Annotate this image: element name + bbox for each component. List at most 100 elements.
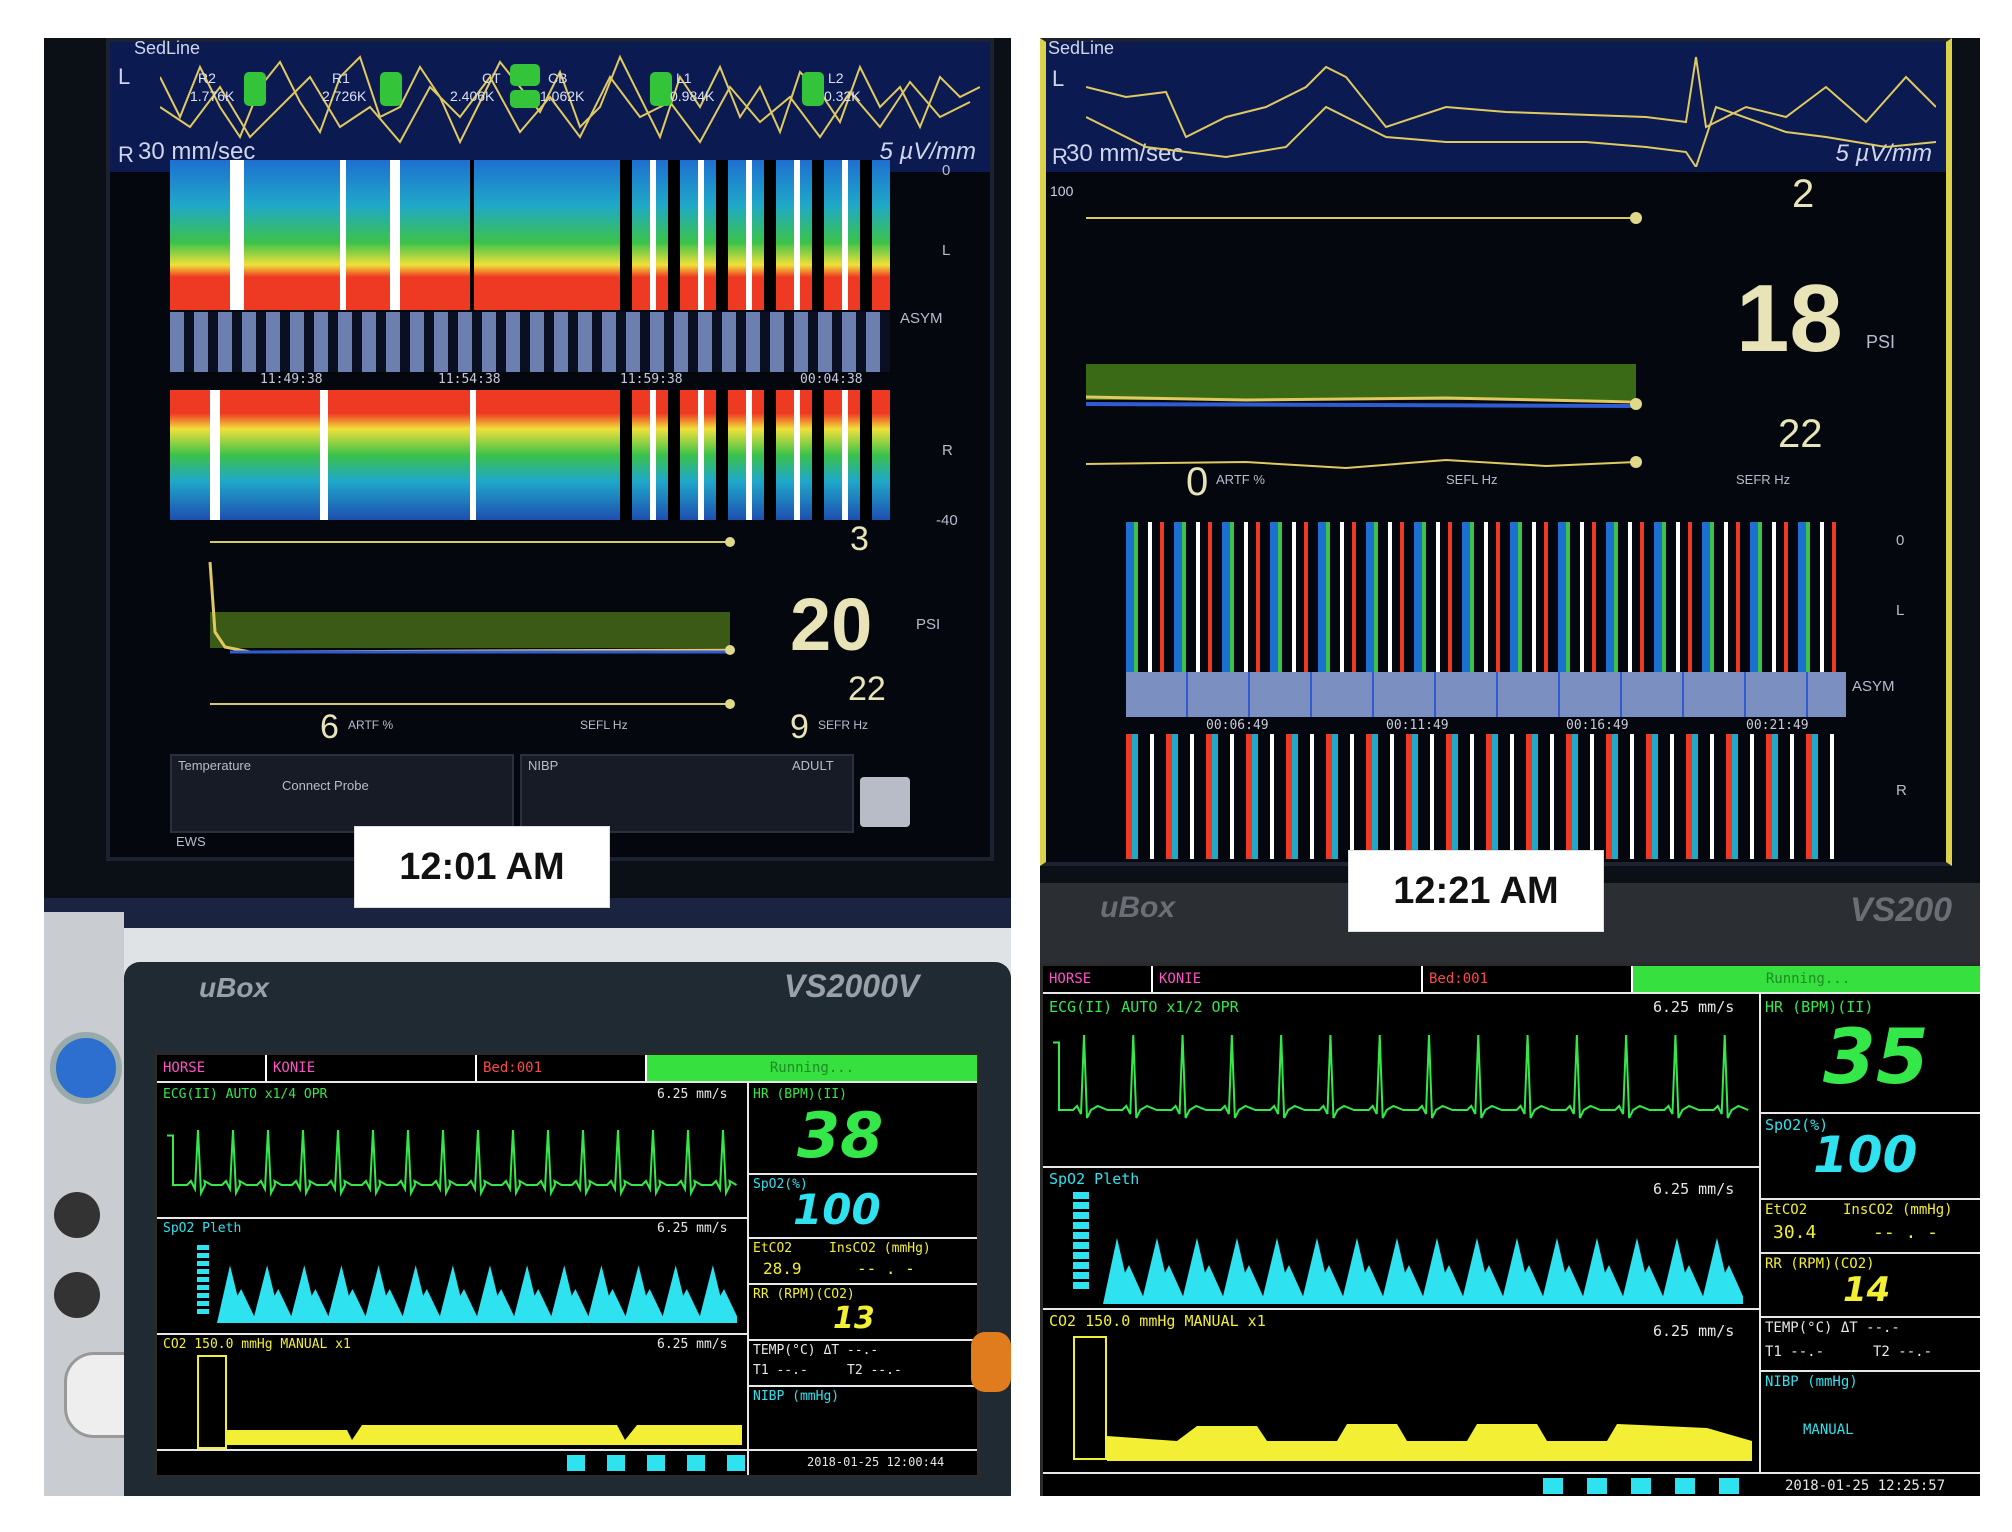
ews-label: EWS bbox=[176, 834, 206, 849]
impedance-cb-name: CB bbox=[548, 70, 568, 86]
impedance-ct-name: CT bbox=[482, 70, 501, 86]
dsa-spectrogram-right bbox=[1126, 734, 1846, 859]
impedance-l1-name: L1 bbox=[676, 70, 692, 86]
asym-bar bbox=[170, 312, 890, 372]
sedline-title: SedLine bbox=[1048, 38, 1115, 58]
asym-bar bbox=[1126, 672, 1846, 717]
temp-label: TEMP(°C) ΔT --.- bbox=[1765, 1320, 1900, 1336]
pleth-bar-graph bbox=[197, 1245, 209, 1315]
patient-name: KONIE bbox=[1153, 966, 1423, 992]
orange-clip bbox=[971, 1332, 1011, 1392]
sedline-monitor: SedLine L R 30 mm/sec 5 µV/mm R2 1.776K … bbox=[106, 38, 994, 861]
nibp-start-button[interactable] bbox=[860, 777, 910, 827]
co2-label: CO2 150.0 mmHg MANUAL x1 bbox=[163, 1337, 351, 1352]
time-label-left: 12:01 AM bbox=[354, 826, 610, 908]
psi-trend-graph bbox=[208, 537, 735, 709]
psi-trend-graph: 100 bbox=[1050, 183, 1642, 470]
artf-unit: ARTF % bbox=[348, 718, 394, 732]
ecg-speed: 6.25 mm/s bbox=[657, 1087, 728, 1102]
co2-waveform bbox=[1107, 1424, 1752, 1461]
emg-value: 3 bbox=[850, 520, 869, 558]
impedance-cb-indicator bbox=[510, 90, 540, 108]
toolbar-icons[interactable] bbox=[1543, 1478, 1763, 1494]
sefl-unit: SEFL Hz bbox=[580, 718, 628, 732]
impedance-r1-indicator bbox=[380, 72, 402, 106]
spectral-scale-top: 0 bbox=[942, 162, 951, 179]
connect-probe-text: Connect Probe bbox=[282, 778, 369, 793]
eeg-left-marker: L bbox=[1052, 66, 1065, 91]
nibp-mode: MANUAL bbox=[1803, 1422, 1854, 1438]
spectral-right-label: R bbox=[942, 442, 953, 459]
impedance-l2-name: L2 bbox=[828, 70, 844, 86]
pleth-label: SpO2 Pleth bbox=[1049, 1170, 1140, 1188]
spectral-right-label: R bbox=[1896, 782, 1907, 799]
spectral-left-label: L bbox=[942, 242, 951, 259]
timestamp-2: 11:54:38 bbox=[438, 372, 501, 387]
eeg-left-marker: L bbox=[118, 64, 131, 89]
timestamp-4: 00:21:49 bbox=[1746, 718, 1809, 733]
timestamp-3: 11:59:38 bbox=[620, 372, 683, 387]
patient-name: KONIE bbox=[267, 1055, 477, 1081]
spectral-scale-top: 0 bbox=[1896, 532, 1905, 549]
co2-bar-graph bbox=[197, 1355, 227, 1449]
impedance-ct-indicator bbox=[510, 64, 540, 86]
co2-speed: 6.25 mm/s bbox=[1653, 1322, 1735, 1340]
nibp-tile-label: NIBP bbox=[528, 758, 559, 773]
asym-label: ASYM bbox=[1852, 678, 1895, 695]
dsa-spectrogram-left bbox=[1126, 522, 1846, 672]
spectral-scale-bottom: -40 bbox=[936, 512, 958, 529]
impedance-l1-indicator bbox=[650, 72, 672, 106]
nibp-tile[interactable]: NIBP ADULT bbox=[520, 754, 854, 833]
co2-speed: 6.25 mm/s bbox=[657, 1337, 728, 1352]
pleth-speed: 6.25 mm/s bbox=[657, 1221, 728, 1236]
impedance-r2-value: 1.776K bbox=[190, 88, 235, 104]
temp-label: TEMP(°C) ΔT --.- bbox=[753, 1343, 879, 1358]
temperature-tile[interactable]: Temperature Connect Probe bbox=[170, 754, 514, 833]
nibp-label: NIBP (mmHg) bbox=[753, 1389, 840, 1404]
psi-value: 20 bbox=[790, 583, 873, 666]
hr-value: 35 bbox=[1823, 1012, 1929, 1101]
spo2-value: 100 bbox=[1813, 1126, 1918, 1184]
toolbar-icons[interactable] bbox=[567, 1455, 767, 1471]
rr-value: 13 bbox=[833, 1301, 875, 1336]
impedance-r1-name: R1 bbox=[332, 70, 350, 86]
sefr-unit: SEFR Hz bbox=[818, 718, 869, 732]
timestamp-4: 00:04:38 bbox=[800, 372, 863, 387]
spo2-label: SpO2(%) bbox=[1765, 1116, 1829, 1134]
impedance-l1-value: 0.984K bbox=[670, 88, 715, 104]
etco2-label: EtCO2 bbox=[753, 1241, 793, 1256]
ecg-waveform bbox=[167, 1129, 737, 1197]
psi-unit: PSI bbox=[916, 616, 941, 633]
ecg-speed: 6.25 mm/s bbox=[1653, 998, 1735, 1016]
hr-label: HR (BPM)(II) bbox=[1765, 998, 1874, 1016]
impedance-cb-value: 1.062K bbox=[540, 88, 585, 104]
temp-t2: T2 --.- bbox=[847, 1363, 902, 1378]
timestamp-1: 00:06:49 bbox=[1206, 718, 1269, 733]
rr-value: 14 bbox=[1843, 1270, 1891, 1310]
temperature-label: Temperature bbox=[178, 758, 251, 773]
ubox-monitor: uBox VS200 HORSE KONIE Bed:001 Running..… bbox=[1040, 883, 1980, 1496]
device-side-panel bbox=[44, 912, 180, 1496]
psi-value: 18 bbox=[1736, 265, 1843, 372]
time-label-right: 12:21 AM bbox=[1348, 850, 1604, 932]
patient-type: HORSE bbox=[1043, 966, 1153, 992]
patient-type: HORSE bbox=[157, 1055, 267, 1081]
right-photo: SedLine L R 30 mm/sec 5 µV/mm 100 2 18 P… bbox=[1040, 38, 1980, 1496]
emg-value: 2 bbox=[1792, 172, 1815, 216]
psi-unit: PSI bbox=[1866, 332, 1896, 352]
rr-label: RR (RPM)(CO2) bbox=[1765, 1256, 1875, 1272]
ubox-monitor: uBox VS2000V HORSE KONIE Bed:001 Running… bbox=[44, 898, 1011, 1496]
status-running: Running... bbox=[647, 1055, 977, 1081]
co2-bar-graph bbox=[1073, 1336, 1107, 1460]
eeg-right-marker: R bbox=[118, 142, 134, 167]
impedance-r1-value: 2.726K bbox=[322, 88, 367, 104]
pleth-bar-graph bbox=[1073, 1192, 1089, 1292]
device-datetime: 2018-01-25 12:00:44 bbox=[807, 1455, 945, 1469]
artf-value: 0 bbox=[1186, 460, 1209, 504]
sensor-port-1 bbox=[54, 1192, 100, 1238]
svg-text:100: 100 bbox=[1050, 183, 1074, 199]
timestamp-1: 11:49:38 bbox=[260, 372, 323, 387]
artf-value: 6 bbox=[320, 708, 339, 746]
rotary-knob[interactable] bbox=[50, 1032, 122, 1104]
eeg-scale: 5 µV/mm bbox=[879, 138, 976, 165]
